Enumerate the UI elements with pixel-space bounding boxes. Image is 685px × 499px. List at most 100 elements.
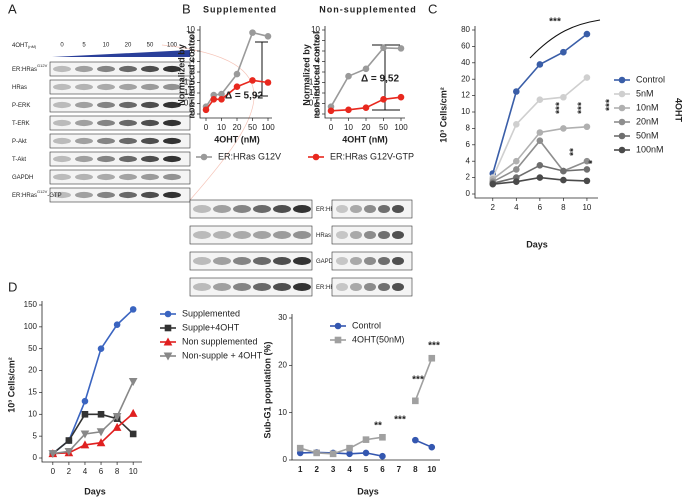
dose-label: 100 [167, 43, 178, 49]
row-name: HRas [316, 233, 331, 239]
y-axis-label: Sub-G1 population (%) [262, 342, 272, 439]
treatment-label: 4OHT(nM) [12, 43, 37, 49]
blot-band [392, 231, 404, 239]
blot-band [233, 283, 251, 291]
marker [233, 70, 241, 78]
blot-band [364, 283, 376, 291]
y-tick-label: 1.5 [309, 78, 321, 87]
blot-band [119, 173, 137, 181]
marker [233, 83, 241, 90]
x-tick-label: 0 [204, 123, 209, 132]
legend-label: Supplemented [182, 308, 240, 318]
blot-band [378, 205, 390, 213]
blot-band [193, 231, 211, 239]
blot-band [163, 137, 181, 145]
row-name: P-ERK [12, 103, 30, 109]
marker [560, 93, 567, 101]
y-tick-label: 8 [316, 36, 321, 45]
blot-band [75, 83, 93, 91]
dose-label: 5 [82, 43, 86, 49]
blot-band [97, 173, 115, 181]
blot-band [193, 283, 211, 291]
blot-band [378, 231, 390, 239]
x-axis-label: Days [84, 486, 106, 496]
y-tick-label: 0.5 [309, 99, 321, 108]
marker [397, 45, 405, 52]
row-name: ER:HRas [12, 67, 37, 73]
blot-band [53, 65, 71, 73]
blot-band [97, 137, 115, 145]
y-tick-label: 8 [466, 124, 471, 133]
x-tick-label: 6 [380, 465, 385, 474]
axis-line [199, 26, 272, 119]
blot-band [293, 231, 311, 239]
annotation: *** [394, 415, 406, 426]
blot-band [213, 231, 231, 239]
blot-band [364, 231, 376, 239]
blot-row-label: HRas [316, 233, 331, 239]
marker [249, 77, 256, 84]
marker [345, 106, 352, 114]
marker [345, 72, 352, 80]
chart-title: Supplemented [203, 4, 277, 14]
x-tick-label: 8 [561, 203, 566, 212]
marker [97, 410, 105, 418]
blot-band [233, 257, 251, 265]
y-tick-label: 10 [186, 25, 195, 34]
blot-band [97, 191, 115, 199]
marker [428, 443, 436, 451]
chart-title: Non-supplemented [319, 4, 417, 14]
blot-band [213, 283, 231, 291]
x-tick-label: 0 [329, 123, 334, 132]
marker [346, 450, 353, 458]
marker [583, 177, 591, 185]
marker [513, 178, 520, 185]
x-tick-label: 10 [344, 123, 353, 132]
x-tick-label: 20 [362, 123, 371, 132]
blot-row-label: P-Akt [12, 139, 27, 145]
blot-band [97, 101, 115, 109]
row-name: ER:HRas [12, 193, 37, 199]
blot-row-label: GAPDH [316, 259, 337, 265]
annotation: *** [428, 341, 440, 352]
x-axis-label: 4OHT (nM) [214, 134, 260, 144]
x-tick-label: 2 [314, 465, 319, 474]
blot-band [193, 205, 211, 213]
marker [560, 167, 567, 175]
blot-band [163, 155, 181, 163]
blot-band [119, 119, 137, 127]
y-tick-label: 60 [461, 42, 470, 51]
marker [129, 306, 137, 313]
blot-band [253, 231, 271, 239]
marker [536, 61, 544, 68]
y-tick-label: 0 [33, 453, 38, 462]
blot-row-label: P-ERK [12, 103, 30, 109]
x-tick-label: 5 [364, 465, 369, 474]
marker [397, 93, 405, 101]
marker [164, 310, 172, 318]
blot-band [53, 83, 71, 91]
blot-band [336, 205, 348, 213]
blot-band [141, 191, 159, 199]
marker [428, 354, 436, 362]
marker [618, 118, 626, 126]
marker [560, 125, 567, 132]
marker [164, 324, 172, 332]
y-tick-label: 6 [316, 46, 321, 55]
y-tick-label: 4 [466, 156, 471, 165]
blot-band [193, 257, 211, 265]
marker [362, 65, 370, 73]
y-tick-label: 1.5 [184, 78, 196, 87]
blot-strip [49, 79, 191, 95]
y-tick-label: 2 [316, 67, 321, 76]
y-tick-label: 12 [461, 91, 470, 100]
panel-label: A [8, 1, 17, 16]
marker [536, 137, 544, 144]
y-tick-label: 6 [191, 46, 196, 55]
annotation: Δ = 9,52 [361, 74, 399, 85]
legend-label: Non-supple + 4OHT [182, 350, 263, 360]
marker [113, 321, 121, 328]
legend-label: Control [352, 320, 381, 330]
blot-band [293, 257, 311, 265]
blot-strip [331, 277, 413, 297]
